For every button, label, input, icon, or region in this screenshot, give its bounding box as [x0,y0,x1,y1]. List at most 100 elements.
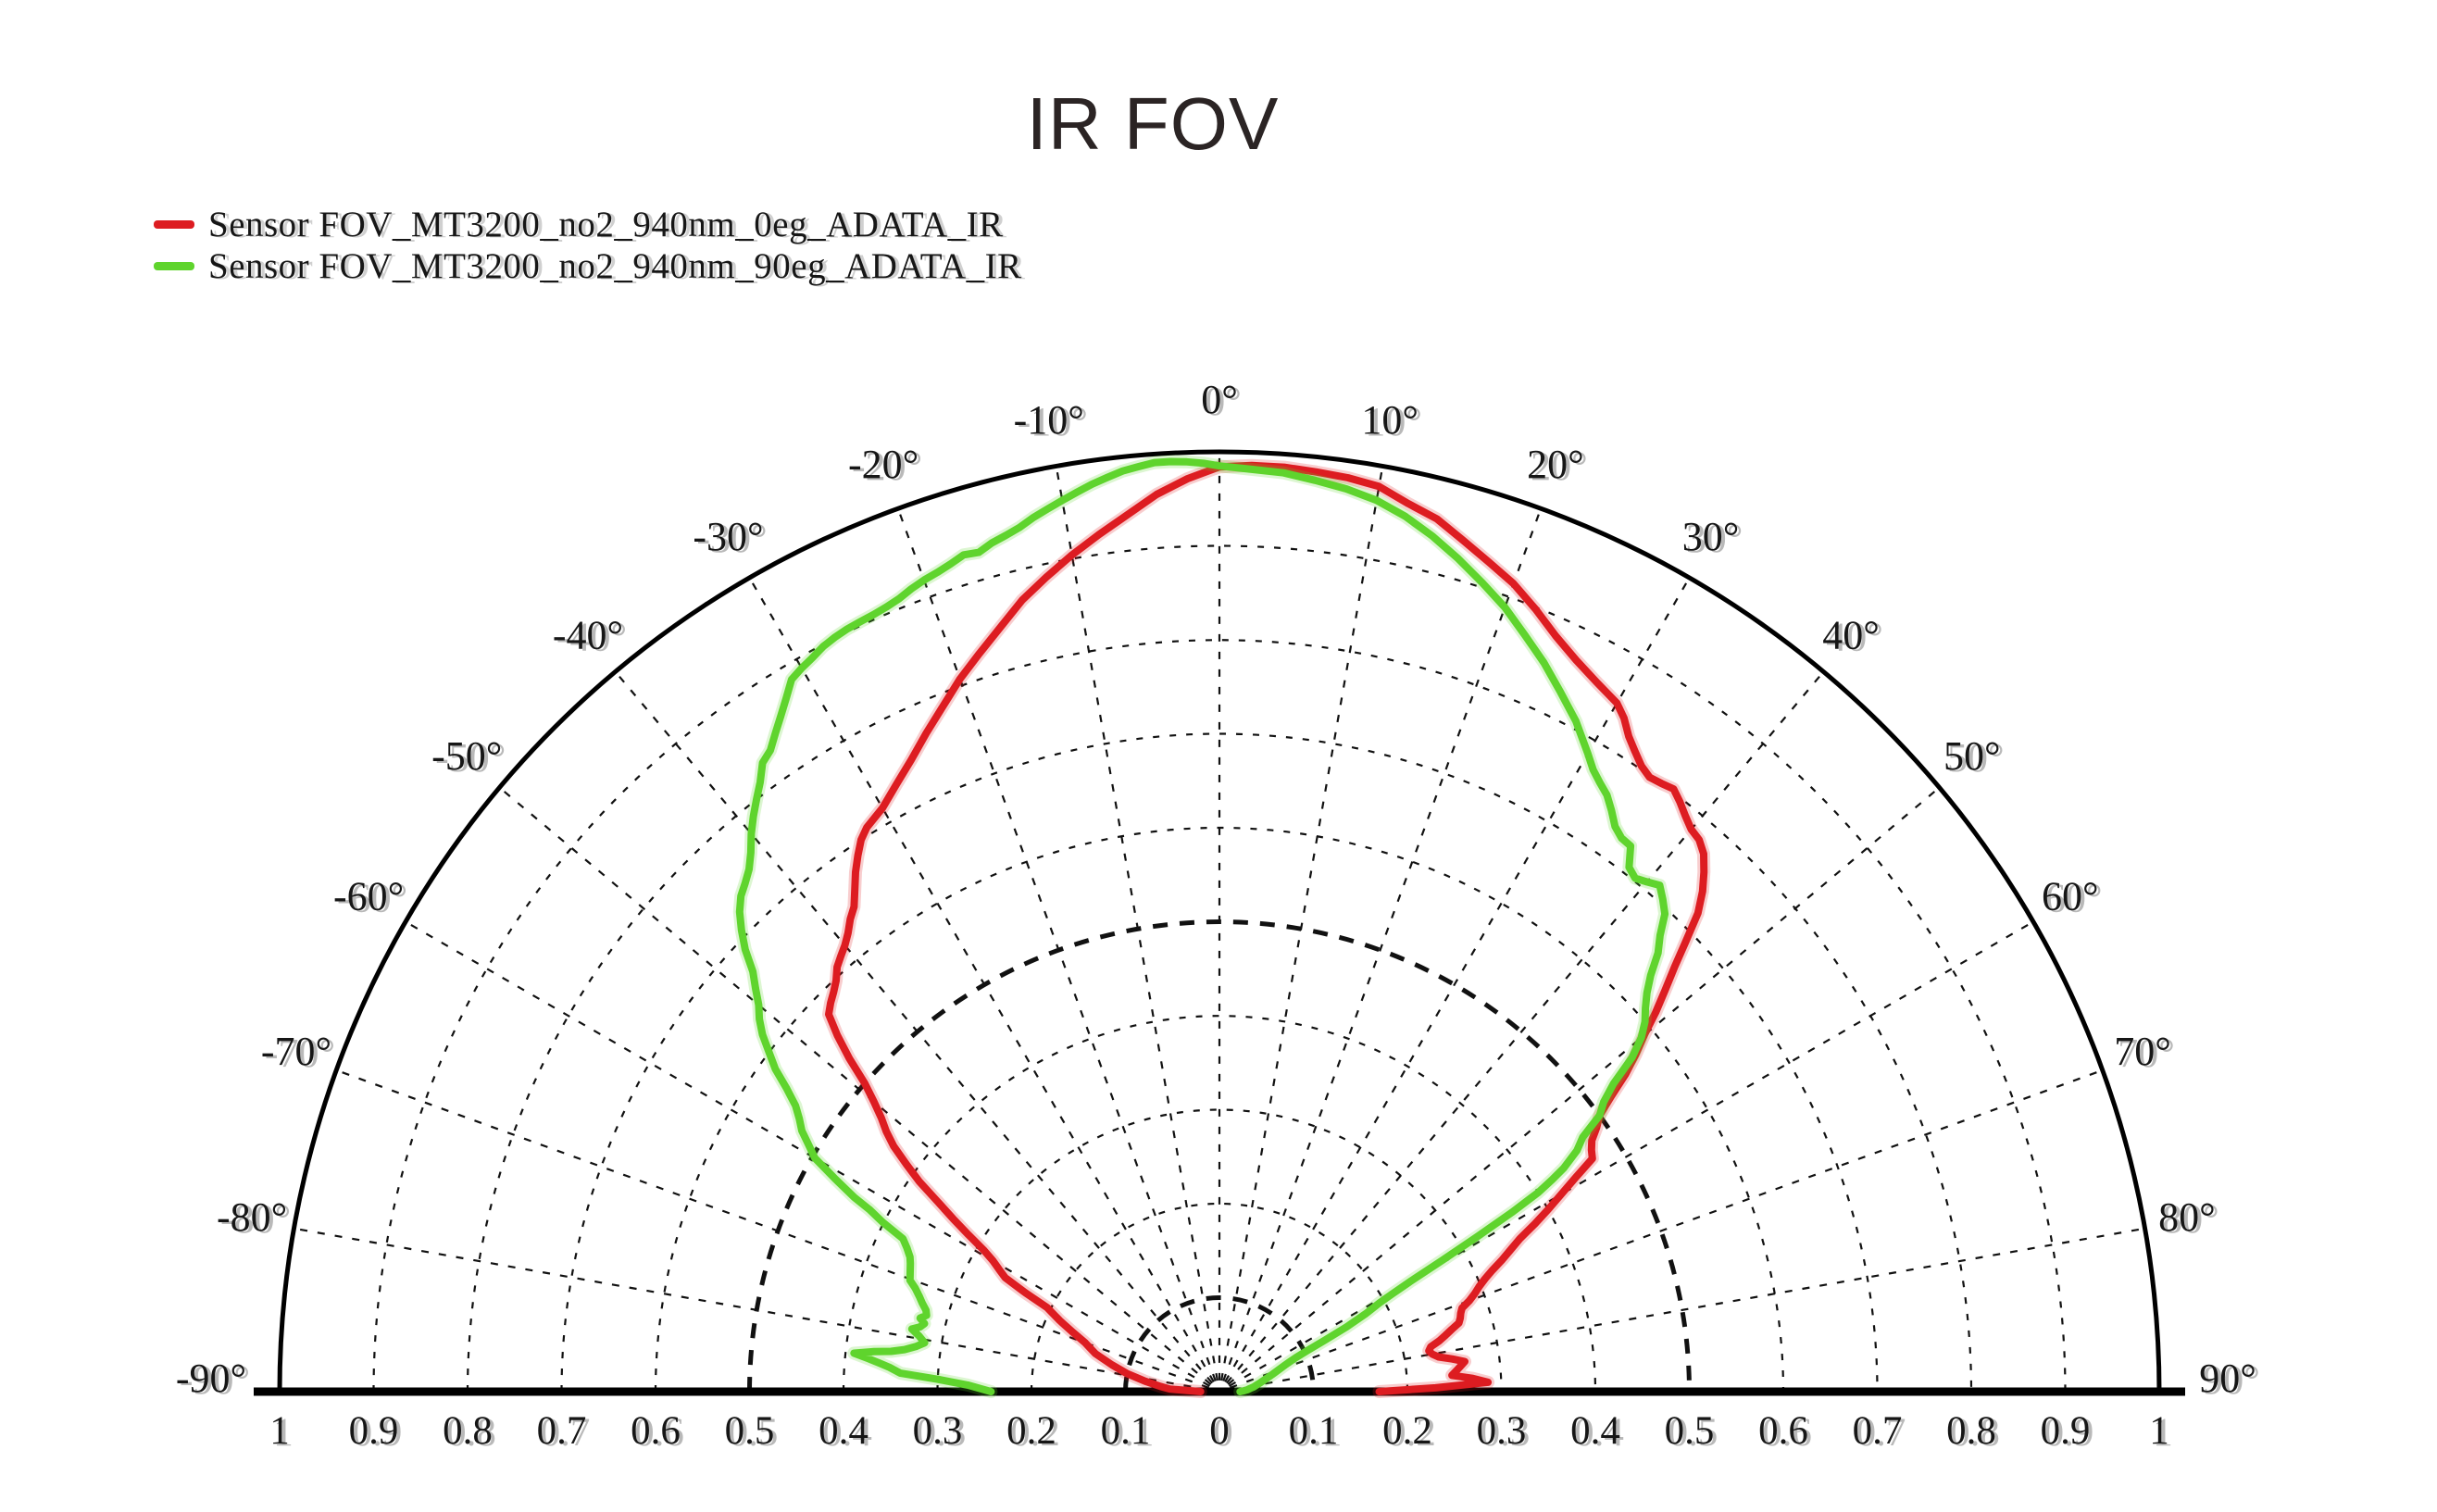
grid-spoke [1055,466,1218,1381]
angle-tick-label: -20° [848,442,919,487]
radius-tick-label: 0.7 [1853,1409,1903,1453]
grid-spoke [1230,1068,2104,1389]
angle-tick-label-shadow: -70° [265,1031,335,1076]
angle-tick-label: 20° [1527,442,1584,487]
series-green [735,457,1669,1395]
angle-tick-label-shadow: -90° [180,1357,250,1403]
radius-tick-label-shadow: 0.6 [1762,1411,1812,1455]
radius-tick-label-shadow: 1 [273,1411,294,1455]
radius-tick-label-shadow: 0.5 [729,1411,779,1455]
grid-circle [936,1108,1503,1393]
angle-tick-label: -60° [333,874,404,919]
radius-tick-label-shadow: 0.2 [1010,1411,1060,1455]
grid-spoke [335,1068,1209,1389]
legend-item-90deg: Sensor FOV_MT3200_no2_940nm_90eg_ADATA_I… [154,245,1022,287]
grid-spoke [1220,466,1384,1381]
legend-label-90deg: Sensor FOV_MT3200_no2_940nm_90eg_ADATA_I… [208,246,1022,286]
radius-tick-label-shadow: 0.1 [1105,1411,1155,1455]
angle-tick-label-shadow: 70° [2118,1031,2175,1076]
radius-tick-label-shadow: 0.7 [541,1411,591,1455]
grid-spoke [498,786,1212,1386]
angle-tick-label-shadow: 0° [1205,379,1242,424]
angle-tick-label: 30° [1682,514,1740,559]
legend-label-0deg: Sensor FOV_MT3200_no2_940nm_0eg_ADATA_IR [208,205,1004,244]
grid-spoke [1225,670,1825,1384]
radius-tick-label-shadow: 0.3 [917,1411,967,1455]
legend: Sensor FOV_MT3200_no2_940nm_0eg_ADATA_IR… [154,204,1022,287]
angle-tick-label: -40° [553,612,623,657]
angle-tick-label: -10° [1014,397,1084,443]
radius-tick-label-shadow: 1 [2153,1411,2173,1455]
angle-tick-label-shadow: 60° [2045,876,2103,921]
grid-spoke [1222,507,1543,1381]
radius-tick-label-shadow: 0.6 [634,1411,684,1455]
angle-tick-label-shadow: 20° [1531,444,1588,489]
grid-spoke [748,577,1215,1383]
radius-tick-label-shadow: 0.2 [1386,1411,1436,1455]
radius-tick-label: 0.5 [725,1409,775,1453]
angle-tick-label: 40° [1822,612,1880,657]
angle-tick-label: 70° [2114,1029,2171,1074]
radius-tick-label-shadow: 0.8 [446,1411,496,1455]
radius-tick-label: 0.2 [1382,1409,1432,1453]
radius-tick-label: 0.4 [819,1409,869,1453]
radius-tick-label: 0.8 [443,1409,493,1453]
radius-tick-label-shadow: 0.5 [1668,1411,1718,1455]
angle-tick-label-shadow: -50° [435,735,506,781]
radius-tick-label: 0.9 [2041,1409,2091,1453]
grid-spoke [1227,786,1941,1386]
angle-tick-label: -30° [693,514,763,559]
angle-tick-label: 10° [1361,397,1418,443]
radius-tick-label-shadow: 0.8 [1950,1411,2000,1455]
series-halo-red [822,458,1711,1398]
radius-tick-label: 0.5 [1665,1409,1715,1453]
angle-tick-label-shadow: -10° [1018,399,1088,444]
radius-tick-label: 1 [2149,1409,2169,1453]
angle-tick-label-shadow: 90° [2203,1357,2260,1403]
angle-tick-label: -80° [217,1194,287,1240]
angle-tick-label-shadow: 10° [1365,399,1422,444]
angle-tick-label: -50° [431,733,502,779]
angle-tick-label-shadow: 30° [1686,516,1743,561]
radius-tick-label: 0.1 [1289,1409,1339,1453]
angle-tick-label-shadow: 50° [1947,735,2005,781]
radius-tick-label: 0.2 [1006,1409,1056,1453]
radius-tick-label: 0.6 [1758,1409,1808,1453]
radius-tick-label-shadow: 0.4 [822,1411,872,1455]
radius-tick-label: 0.1 [1101,1409,1151,1453]
radius-tick-label: 0.4 [1570,1409,1620,1453]
grid-spoke [896,507,1217,1381]
radius-tick-label-shadow: 0 [1213,1411,1233,1455]
grid-circle [560,732,1879,1393]
radius-tick-label: 0.6 [631,1409,681,1453]
angle-tick-label-shadow: -60° [337,876,407,921]
radius-tick-label: 0.7 [537,1409,587,1453]
angle-tick-label-shadow: -40° [556,614,627,659]
radius-tick-label-shadow: 0.1 [1293,1411,1343,1455]
grid-spoke [1230,1227,2145,1391]
radius-tick-label: 0 [1209,1409,1230,1453]
radius-tick-label-shadow: 0.3 [1481,1411,1531,1455]
angle-tick-label: 80° [2158,1194,2216,1240]
angle-tick-label: -90° [176,1356,246,1401]
radius-tick-label: 0.9 [349,1409,399,1453]
radius-tick-label-shadow: 0.9 [353,1411,403,1455]
grid-spoke [1228,920,2034,1387]
radius-tick-label: 1 [269,1409,290,1453]
angle-tick-label: 50° [1943,733,2001,779]
radius-tick-label: 0.3 [913,1409,963,1453]
angle-tick-label: 60° [2042,874,2099,919]
grid-circle [842,1014,1597,1393]
angle-tick-label-shadow: 40° [1826,614,1883,659]
grid-spoke [1224,577,1691,1383]
page-title: IR FOV [1026,81,1280,165]
angle-tick-label-shadow: -80° [220,1196,291,1242]
grid-circle [466,638,1973,1393]
radius-tick-label: 0.3 [1477,1409,1527,1453]
radius-tick-label: 0.8 [1946,1409,1996,1453]
legend-swatch-green [154,262,194,270]
angle-tick-label-shadow: -30° [696,516,767,561]
legend-swatch-red [154,220,194,229]
